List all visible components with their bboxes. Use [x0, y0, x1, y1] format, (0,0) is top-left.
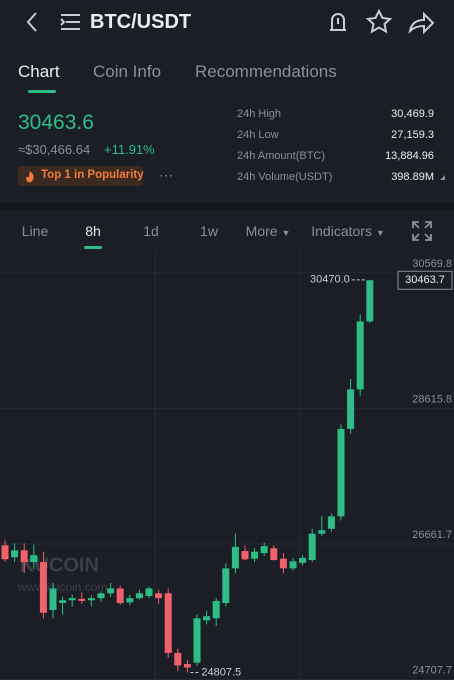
alert-icon[interactable]: [330, 13, 346, 31]
chart: KUCOIN www.kucoin.com 30569.8 28615.8 2666…: [0, 250, 454, 680]
pair-title: BTC/USDT: [90, 11, 192, 33]
separator: [0, 203, 454, 210]
candle-body: [270, 548, 278, 561]
candle-body: [337, 428, 345, 517]
candle-body: [97, 593, 105, 599]
y-tick-label: 24707.7: [412, 664, 452, 676]
watermark-url: www.kucoin.com: [17, 580, 107, 594]
interval-indicator: [84, 246, 102, 249]
candle-body: [356, 321, 364, 390]
candle-body: [251, 551, 259, 559]
candle-body: [347, 389, 355, 429]
high-label: 30470.0: [310, 274, 350, 286]
dropdown-arrow: ▼: [375, 228, 385, 238]
tab[interactable]: Recommendations: [195, 62, 337, 81]
last-price-label: 30463.7: [405, 274, 445, 286]
change: +11.91%: [104, 142, 155, 157]
candle-body: [203, 616, 211, 621]
candle-body: [107, 588, 115, 594]
candle-body: [116, 588, 124, 604]
fiat-price: ≈$30,466.64: [18, 142, 91, 157]
candle-body: [135, 593, 143, 599]
candle-body: [11, 550, 19, 558]
candle-body: [20, 550, 28, 563]
stat-label: 24h High: [237, 108, 282, 120]
candle-body: [308, 533, 316, 561]
candle-body: [145, 588, 153, 597]
menu-icon[interactable]: [60, 14, 80, 30]
interval[interactable]: Line: [21, 223, 49, 239]
candle-body: [241, 551, 249, 560]
last-price: 30463.6: [18, 111, 94, 134]
candle-body: [1, 545, 9, 560]
badge-bg: [18, 166, 143, 186]
candle-body: [222, 568, 230, 604]
volume-arrow: [440, 175, 445, 180]
candle-body: [279, 558, 287, 569]
candle-body: [155, 593, 163, 599]
candle-body: [164, 593, 172, 653]
low-label: 24807.5: [201, 666, 241, 678]
candle-body: [78, 598, 86, 601]
candle-body: [87, 598, 95, 601]
stat-value: 30,469.9: [391, 108, 434, 120]
y-tick-label: 30569.8: [412, 258, 452, 270]
interval[interactable]: 1w: [200, 223, 218, 239]
candle-body: [30, 555, 38, 563]
y-tick-label: 26661.7: [412, 529, 452, 541]
share-icon[interactable]: [408, 11, 435, 35]
candle-body: [289, 561, 297, 569]
stat-value: 13,884.96: [385, 150, 434, 162]
candle-body: [126, 598, 134, 603]
interval[interactable]: 1d: [143, 223, 159, 239]
watermark: KUCOIN: [20, 554, 99, 576]
y-tick-label: 28615.8: [412, 393, 452, 405]
candle-body: [212, 600, 220, 619]
interval[interactable]: Indicators ▼: [311, 223, 385, 239]
stat-value: 27,159.3: [391, 129, 434, 141]
interval[interactable]: 8h: [85, 223, 101, 239]
favorite-icon[interactable]: [365, 8, 393, 34]
candle-body: [318, 530, 326, 534]
candle-body: [366, 280, 374, 322]
candle-body: [49, 588, 57, 610]
interval[interactable]: More ▼: [245, 223, 291, 239]
candle-body: [327, 516, 335, 529]
candle-body: [68, 598, 76, 601]
top-icons: ···: [0, 8, 454, 210]
more-dots[interactable]: ···: [159, 167, 173, 183]
candle-body: [183, 664, 191, 668]
tab-indicator: [28, 90, 56, 93]
dropdown-arrow: ▼: [281, 228, 291, 238]
fullscreen-icon[interactable]: [411, 220, 433, 242]
tab[interactable]: Chart: [18, 62, 60, 81]
candle-body: [174, 652, 182, 666]
stat-value: 398.89M: [391, 171, 434, 183]
badge[interactable]: Top 1 in Popularity: [41, 169, 144, 181]
candle-body: [193, 618, 201, 663]
last-price-box: [397, 270, 453, 290]
candle-body: [260, 546, 268, 554]
back-icon[interactable]: [26, 12, 37, 32]
tab[interactable]: Coin Info: [93, 62, 162, 81]
fire-icon: [26, 171, 34, 183]
stat-label: 24h Low: [237, 129, 279, 141]
candle-body: [59, 600, 67, 604]
stat-label: 24h Amount(BTC): [237, 150, 326, 162]
stat-label: 24h Volume(USDT): [237, 171, 333, 183]
candle-body: [231, 546, 239, 569]
candle-body: [299, 557, 307, 563]
candle-body: [39, 562, 47, 613]
